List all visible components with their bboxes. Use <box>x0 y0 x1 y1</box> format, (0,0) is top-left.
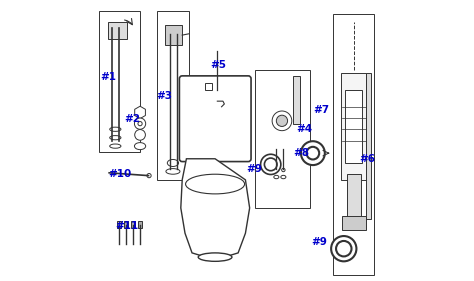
Ellipse shape <box>281 175 286 179</box>
Bar <box>100 11 140 152</box>
Bar <box>255 70 310 208</box>
Bar <box>138 221 142 228</box>
Ellipse shape <box>261 154 281 175</box>
Ellipse shape <box>109 127 121 131</box>
Bar <box>108 22 128 39</box>
Ellipse shape <box>109 136 121 140</box>
Ellipse shape <box>186 176 245 201</box>
Bar <box>117 221 121 228</box>
Ellipse shape <box>282 168 285 172</box>
Bar <box>205 83 212 90</box>
Polygon shape <box>181 159 250 260</box>
Bar <box>346 174 361 219</box>
Bar <box>131 221 135 228</box>
Ellipse shape <box>166 169 180 174</box>
Bar <box>157 11 189 180</box>
Text: #4: #4 <box>296 124 312 134</box>
Ellipse shape <box>274 168 278 172</box>
Ellipse shape <box>167 160 179 166</box>
Text: #9: #9 <box>246 164 263 174</box>
Bar <box>341 73 366 180</box>
Ellipse shape <box>307 147 319 160</box>
Ellipse shape <box>276 115 288 126</box>
Bar <box>345 90 362 163</box>
Text: #6: #6 <box>360 154 376 164</box>
Ellipse shape <box>138 121 142 126</box>
Ellipse shape <box>331 236 356 261</box>
Ellipse shape <box>212 90 223 95</box>
Bar <box>333 14 374 275</box>
Ellipse shape <box>198 253 232 261</box>
Text: #2: #2 <box>125 114 140 124</box>
Ellipse shape <box>272 111 292 131</box>
Bar <box>165 25 182 45</box>
Bar <box>124 221 128 228</box>
Ellipse shape <box>264 158 277 171</box>
Bar <box>366 73 371 219</box>
Bar <box>293 76 300 124</box>
Ellipse shape <box>186 174 245 194</box>
Text: #7: #7 <box>313 105 329 115</box>
Ellipse shape <box>301 141 325 165</box>
Text: #11: #11 <box>115 221 138 231</box>
Ellipse shape <box>336 241 352 256</box>
Text: #1: #1 <box>100 72 116 82</box>
FancyBboxPatch shape <box>179 76 251 162</box>
Ellipse shape <box>147 173 151 178</box>
Ellipse shape <box>135 118 146 129</box>
Bar <box>342 216 366 230</box>
Text: #5: #5 <box>210 60 226 70</box>
Ellipse shape <box>109 144 121 148</box>
Text: #10: #10 <box>108 169 131 179</box>
Ellipse shape <box>208 89 227 96</box>
Ellipse shape <box>274 175 279 179</box>
Ellipse shape <box>135 143 146 149</box>
Text: #8: #8 <box>293 148 310 158</box>
Text: #3: #3 <box>156 90 172 101</box>
Ellipse shape <box>135 130 146 140</box>
Text: #9: #9 <box>311 237 327 247</box>
